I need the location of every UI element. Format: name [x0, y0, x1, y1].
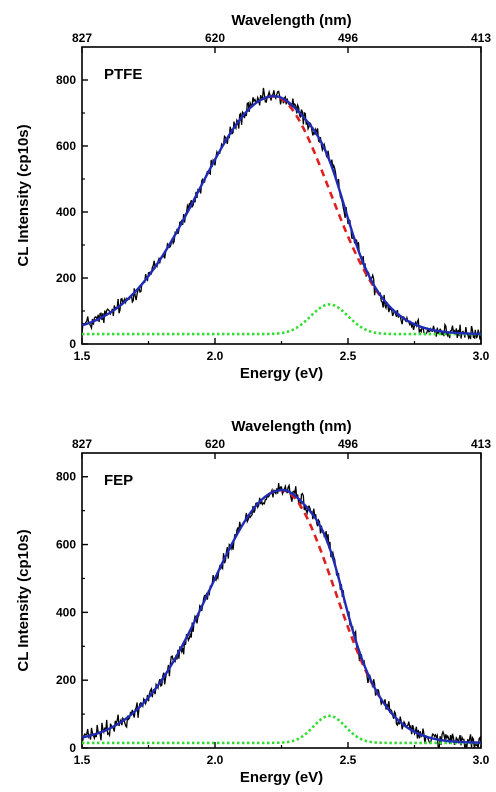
top-tick-label: 413	[471, 31, 491, 45]
y-tick-label: 800	[56, 73, 76, 87]
chart-panel-ptfe: 1.5 2.0 2.5 3.0 0 200 400 600 800 827 620 496 413 Wav…	[15, 12, 491, 382]
curves	[82, 483, 481, 748]
top-tick-label: 413	[471, 437, 491, 451]
y-tick-label: 600	[56, 139, 76, 153]
y-tick-label: 600	[56, 538, 76, 552]
top-tick-label: 620	[205, 437, 225, 451]
y-tick-label: 0	[69, 741, 76, 755]
measured-spectrum-line	[82, 483, 481, 748]
plot-frame	[81, 46, 482, 345]
x-tick-label: 1.5	[74, 753, 91, 767]
measured-spectrum-line	[82, 87, 481, 341]
minor-component-line	[82, 303, 481, 336]
y-tick-label: 200	[56, 673, 76, 687]
y-tick-label: 0	[69, 337, 76, 351]
x-tick-label: 3.0	[473, 753, 490, 767]
y-tick-label: 400	[56, 205, 76, 219]
main-component-line	[267, 489, 382, 698]
top-tick-label: 827	[72, 437, 92, 451]
chart-panel-fep: 1.5 2.0 2.5 3.0 0 200 400 600 800 827 620 496 413 Wav…	[15, 418, 491, 786]
y-tick-label: 800	[56, 470, 76, 484]
x-axis-title: Energy (eV)	[240, 365, 323, 382]
y-tick-label: 200	[56, 271, 76, 285]
top-axis-title: Wavelength (nm)	[231, 12, 351, 29]
x-tick-label: 2.0	[207, 753, 224, 767]
x-tick-label: 3.0	[473, 349, 490, 363]
y-tick-label: 400	[56, 605, 76, 619]
total-fit-line	[82, 94, 481, 336]
top-tick-label: 496	[338, 31, 358, 45]
x-tick-label: 2.5	[340, 753, 357, 767]
minor-component-line	[82, 714, 481, 745]
top-tick-label: 620	[205, 31, 225, 45]
panel-label: FEP	[104, 472, 133, 489]
y-axis-title: CL Intensity (cp10s)	[15, 124, 32, 266]
top-tick-label: 496	[338, 437, 358, 451]
top-axis-title: Wavelength (nm)	[231, 418, 351, 435]
x-tick-label: 2.0	[207, 349, 224, 363]
x-tick-label: 1.5	[74, 349, 91, 363]
total-fit-line	[82, 488, 481, 744]
y-axis-title: CL Intensity (cp10s)	[15, 529, 32, 671]
top-tick-label: 827	[72, 31, 92, 45]
x-axis-title: Energy (eV)	[240, 769, 323, 786]
curves	[82, 87, 481, 341]
panel-label: PTFE	[104, 66, 142, 83]
x-tick-label: 2.5	[340, 349, 357, 363]
